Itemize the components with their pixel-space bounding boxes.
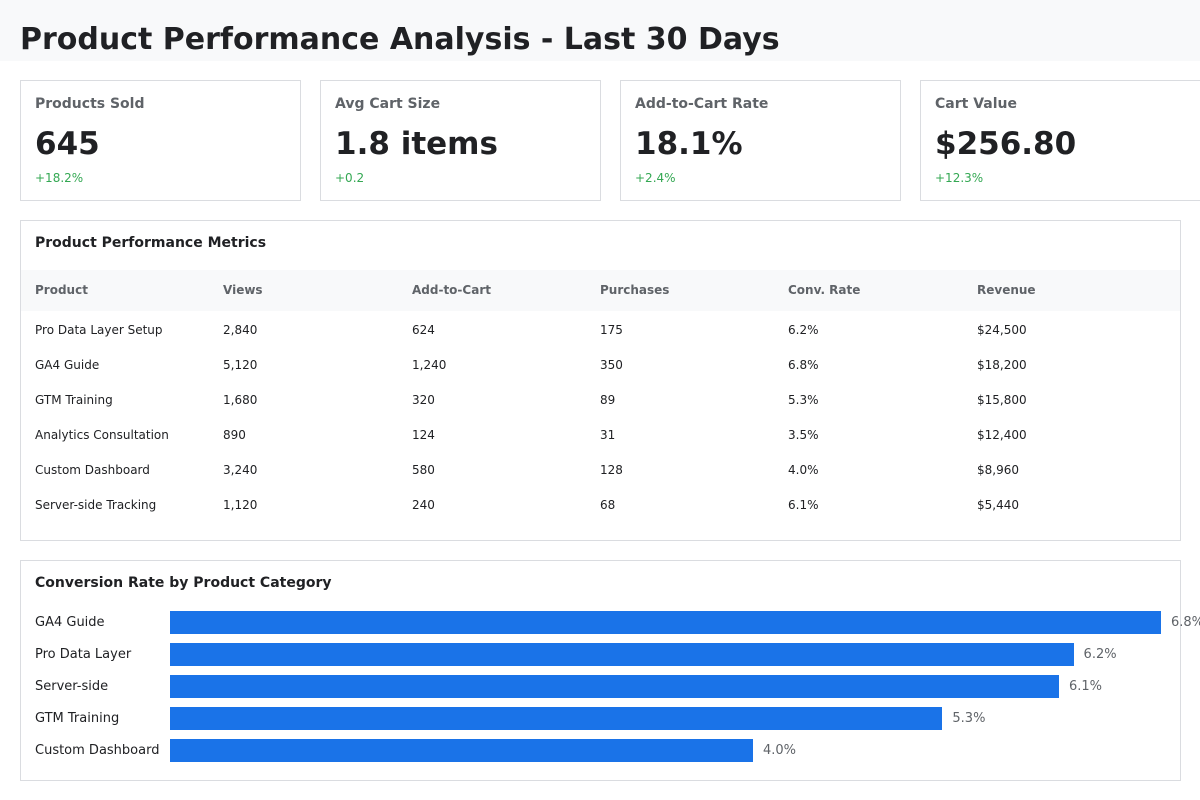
- kpi-label: Cart Value: [935, 96, 1017, 112]
- bar-row: Pro Data Layer 6.2%: [21, 643, 1200, 667]
- table-cell: $18,200: [977, 358, 1027, 372]
- table-cell: 1,680: [223, 393, 258, 407]
- table-cell: 124: [412, 428, 435, 442]
- table-cell: 580: [412, 463, 435, 477]
- page-title: Product Performance Analysis - Last 30 D…: [20, 22, 780, 57]
- bar: [170, 675, 1059, 698]
- chart-title: Conversion Rate by Product Category: [35, 575, 332, 591]
- table-cell: $24,500: [977, 323, 1027, 337]
- bar-value-label: 6.8%: [1171, 615, 1200, 630]
- table-cell: 5,120: [223, 358, 258, 372]
- bar-category-label: GTM Training: [35, 711, 120, 726]
- table-cell: 6.8%: [788, 358, 819, 372]
- table-cell: Analytics Consultation: [35, 428, 169, 442]
- table-cell: 890: [223, 428, 246, 442]
- kpi-card-products-sold: Products Sold 645 +18.2%: [20, 80, 301, 201]
- kpi-value: 1.8 items: [335, 126, 498, 162]
- table-cell: 240: [412, 498, 435, 512]
- column-header: Purchases: [600, 283, 670, 297]
- kpi-card-add-to-cart-rate: Add-to-Cart Rate 18.1% +2.4%: [620, 80, 901, 201]
- bar-row: Custom Dashboard 4.0%: [21, 739, 1200, 763]
- table-cell: 1,120: [223, 498, 258, 512]
- table-cell: 3.5%: [788, 428, 819, 442]
- column-header: Product: [35, 283, 88, 297]
- table-cell: $8,960: [977, 463, 1019, 477]
- bar-value-label: 6.1%: [1068, 679, 1103, 694]
- bar-value-label: 4.0%: [762, 743, 796, 758]
- table-cell: $5,440: [977, 498, 1019, 512]
- kpi-card-avg-cart-size: Avg Cart Size 1.8 items +0.2: [320, 80, 601, 201]
- kpi-value: 645: [35, 126, 100, 162]
- table-cell: 175: [600, 323, 623, 337]
- table-row: GTM Training 1,680 320 89 5.3% $15,800: [21, 383, 1180, 418]
- table-cell: 3,240: [223, 463, 258, 477]
- kpi-change: +0.2: [335, 171, 365, 185]
- bar: [170, 707, 943, 730]
- bar: [170, 643, 1074, 666]
- table-cell: GA4 Guide: [35, 358, 100, 372]
- table-cell: 6.2%: [788, 323, 819, 337]
- kpi-card-cart-value: Cart Value $256.80 +12.3%: [920, 80, 1200, 201]
- column-header: Conv. Rate: [788, 283, 861, 297]
- conversion-rate-chart: Conversion Rate by Product Category GA4 …: [20, 560, 1200, 781]
- table-cell: $12,400: [977, 428, 1027, 442]
- bar-category-label: GA4 Guide: [35, 615, 105, 630]
- table-cell: 2,840: [223, 323, 258, 337]
- kpi-change: +12.3%: [935, 171, 984, 185]
- table-cell: 89: [600, 393, 616, 407]
- bar-category-label: Server-side: [35, 679, 109, 694]
- table-header-row: Product Views Add-to-Cart Purchases Conv. Ra…: [21, 270, 1180, 311]
- kpi-label: Avg Cart Size: [335, 96, 441, 112]
- table-cell: $15,800: [977, 393, 1027, 407]
- table-row: GA4 Guide 5,120 1,240 350 6.8% $18,200: [21, 348, 1180, 383]
- kpi-change: +18.2%: [35, 171, 84, 185]
- bar-value-label: 5.3%: [952, 711, 986, 726]
- bar-category-label: Pro Data Layer: [35, 647, 132, 662]
- table-cell: 1,240: [412, 358, 447, 372]
- column-header: Views: [223, 283, 263, 297]
- kpi-value: $256.80: [935, 126, 1077, 162]
- table-cell: 5.3%: [788, 393, 819, 407]
- table-cell: Custom Dashboard: [35, 463, 150, 477]
- bar-row: GA4 Guide 6.8%: [21, 611, 1200, 635]
- table-row: Pro Data Layer Setup 2,840 624 175 6.2% $24,5…: [21, 313, 1180, 348]
- kpi-value: 18.1%: [635, 126, 743, 162]
- kpi-label: Products Sold: [35, 96, 145, 112]
- column-header: Revenue: [977, 283, 1036, 297]
- kpi-label: Add-to-Cart Rate: [635, 96, 769, 112]
- column-header: Add-to-Cart: [412, 283, 491, 297]
- bar-row: GTM Training 5.3%: [21, 707, 1200, 731]
- table-row: Server-side Tracking 1,120 240 68 6.1% $5,440: [21, 488, 1180, 523]
- table-cell: 350: [600, 358, 623, 372]
- product-metrics-table: Product Performance Metrics Product Views…: [20, 220, 1181, 541]
- bar-row: Server-side 6.1%: [21, 675, 1200, 699]
- table-cell: 4.0%: [788, 463, 819, 477]
- bar-category-label: Custom Dashboard: [35, 743, 160, 758]
- table-cell: 624: [412, 323, 435, 337]
- bar-value-label: 6.2%: [1083, 647, 1117, 662]
- table-row: Analytics Consultation 890 124 31 3.5% $12,40…: [21, 418, 1180, 453]
- table-cell: 128: [600, 463, 623, 477]
- table-cell: 31: [600, 428, 616, 442]
- table-title: Product Performance Metrics: [35, 235, 267, 251]
- table-cell: Pro Data Layer Setup: [35, 323, 163, 337]
- bar: [170, 739, 753, 762]
- table-cell: GTM Training: [35, 393, 113, 407]
- table-cell: Server-side Tracking: [35, 498, 157, 512]
- table-row: Custom Dashboard 3,240 580 128 4.0% $8,960: [21, 453, 1180, 488]
- table-cell: 320: [412, 393, 435, 407]
- page-header: Product Performance Analysis - Last 30 D…: [0, 0, 1200, 61]
- table-cell: 6.1%: [788, 498, 819, 512]
- bar: [170, 611, 1161, 634]
- kpi-change: +2.4%: [635, 171, 676, 185]
- table-cell: 68: [600, 498, 616, 512]
